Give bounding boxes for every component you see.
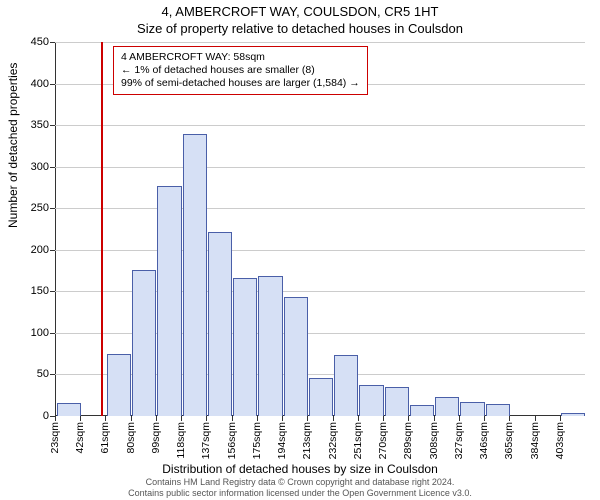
histogram-bar [233,278,257,416]
x-tick-mark [257,416,258,421]
x-axis-label: Distribution of detached houses by size … [0,462,600,476]
annotation-line2: ← 1% of detached houses are smaller (8) [121,64,360,77]
histogram-bar [107,354,131,417]
footer-line1: Contains HM Land Registry data © Crown c… [0,477,600,487]
y-tick-label: 0 [43,410,49,422]
histogram-bar [208,232,232,416]
x-tick-label: 270sqm [377,422,389,459]
x-tick-mark [282,416,283,421]
gridline [55,167,585,168]
annotation-line1: 4 AMBERCROFT WAY: 58sqm [121,51,360,64]
histogram-bar [460,402,484,416]
histogram-bar [334,355,358,416]
x-tick-mark [55,416,56,421]
x-tick-mark [383,416,384,421]
y-tick-mark [50,42,55,43]
histogram-bar [132,270,156,416]
annotation-line3: 99% of semi-detached houses are larger (… [121,77,360,90]
x-tick-mark [560,416,561,421]
gridline [55,208,585,209]
y-tick-mark [50,167,55,168]
chart-title-line2: Size of property relative to detached ho… [0,21,600,36]
x-tick-label: 289sqm [402,422,414,459]
x-tick-mark [105,416,106,421]
histogram-bar [359,385,383,416]
x-tick-mark [509,416,510,421]
x-tick-label: 175sqm [251,422,263,459]
x-tick-mark [131,416,132,421]
histogram-bar [258,276,282,416]
histogram-bar [410,405,434,416]
y-tick-mark [50,374,55,375]
y-tick-mark [50,208,55,209]
gridline [55,250,585,251]
x-tick-label: 232sqm [327,422,339,459]
x-tick-mark [181,416,182,421]
plot-area: 05010015020025030035040045023sqm42sqm61s… [55,42,585,416]
y-tick-mark [50,333,55,334]
y-tick-label: 150 [31,285,49,297]
chart-title-line1: 4, AMBERCROFT WAY, COULSDON, CR5 1HT [0,4,600,19]
x-tick-mark [156,416,157,421]
x-tick-label: 365sqm [503,422,515,459]
footer-attribution: Contains HM Land Registry data © Crown c… [0,477,600,498]
x-tick-label: 156sqm [226,422,238,459]
y-tick-mark [50,291,55,292]
x-tick-label: 61sqm [99,422,111,454]
gridline [55,125,585,126]
property-marker-line [101,42,103,416]
x-tick-label: 99sqm [150,422,162,454]
x-tick-mark [484,416,485,421]
y-tick-mark [50,84,55,85]
histogram-bar [486,404,510,416]
x-tick-mark [333,416,334,421]
x-tick-label: 42sqm [74,422,86,454]
x-tick-mark [434,416,435,421]
x-tick-label: 308sqm [428,422,440,459]
x-tick-mark [80,416,81,421]
y-tick-mark [50,250,55,251]
x-tick-label: 118sqm [175,422,187,459]
y-tick-label: 200 [31,244,49,256]
histogram-bar [561,413,585,416]
y-tick-mark [50,125,55,126]
y-tick-label: 400 [31,78,49,90]
x-tick-label: 23sqm [49,422,61,454]
histogram-bar [385,387,409,416]
y-axis-label: Number of detached properties [6,63,20,228]
histogram-bar [435,397,459,416]
x-tick-mark [307,416,308,421]
x-tick-label: 346sqm [478,422,490,459]
annotation-box: 4 AMBERCROFT WAY: 58sqm← 1% of detached … [113,46,368,95]
x-tick-label: 80sqm [125,422,137,454]
y-tick-label: 350 [31,119,49,131]
histogram-bar [157,186,181,416]
y-tick-label: 250 [31,202,49,214]
y-tick-label: 50 [37,368,49,380]
x-tick-mark [358,416,359,421]
histogram-bar [284,297,308,416]
x-tick-label: 403sqm [554,422,566,459]
x-tick-mark [459,416,460,421]
x-tick-label: 213sqm [301,422,313,459]
footer-line2: Contains public sector information licen… [0,488,600,498]
chart-root: 4, AMBERCROFT WAY, COULSDON, CR5 1HT Siz… [0,0,600,500]
x-tick-label: 251sqm [352,422,364,459]
x-tick-label: 384sqm [529,422,541,459]
x-tick-label: 194sqm [276,422,288,459]
gridline [55,42,585,43]
y-tick-label: 100 [31,327,49,339]
x-tick-mark [408,416,409,421]
y-tick-label: 300 [31,161,49,173]
x-tick-mark [535,416,536,421]
y-tick-label: 450 [31,36,49,48]
histogram-bar [57,403,81,416]
histogram-bar [183,134,207,416]
x-tick-label: 327sqm [453,422,465,459]
x-tick-mark [206,416,207,421]
x-tick-mark [232,416,233,421]
histogram-bar [309,378,333,416]
y-axis-line [55,42,56,416]
x-tick-label: 137sqm [200,422,212,459]
